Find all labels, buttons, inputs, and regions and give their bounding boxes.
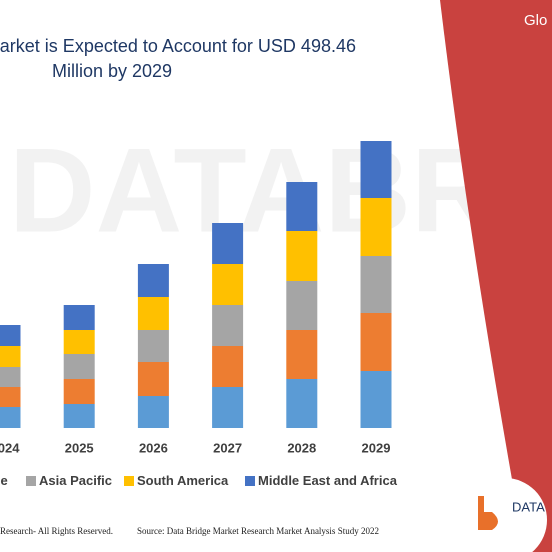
bar-segment xyxy=(0,325,21,346)
bar-segment xyxy=(137,330,169,362)
bar-segment xyxy=(360,313,392,371)
bar-segment xyxy=(212,264,244,305)
side-panel xyxy=(440,0,552,552)
legend-label: Europe xyxy=(0,473,8,488)
bar-segment xyxy=(137,396,169,428)
watermark: DATABRI xyxy=(9,124,531,258)
logo-backdrop xyxy=(463,478,547,552)
bar-segment xyxy=(212,223,244,264)
bar-segment xyxy=(286,231,318,281)
bar-segment xyxy=(360,198,392,256)
bar-segment xyxy=(286,330,318,379)
bar-segment xyxy=(137,264,169,297)
bar-segment xyxy=(0,407,21,428)
logo-text: DATA xyxy=(512,499,545,514)
bar-segment xyxy=(360,141,392,198)
x-tick-label: 2029 xyxy=(362,440,391,455)
x-tick-label: 2025 xyxy=(65,440,94,455)
bar-segment xyxy=(0,367,21,387)
bar-segment xyxy=(212,346,244,387)
bar-segment xyxy=(63,330,95,354)
footer-source: Source: Data Bridge Market Research Mark… xyxy=(137,526,379,536)
bar-segment xyxy=(212,387,244,428)
bar-segment xyxy=(63,305,95,330)
legend-label: Middle East and Africa xyxy=(258,473,398,488)
panel-text: Glo xyxy=(524,12,547,29)
bar-segment xyxy=(360,256,392,313)
bar-segment xyxy=(63,379,95,404)
legend-swatch xyxy=(124,476,134,486)
bar-segment xyxy=(0,387,21,407)
legend-label: South America xyxy=(137,473,229,488)
x-tick-label: 2026 xyxy=(139,440,168,455)
legend-swatch xyxy=(26,476,36,486)
legend-label: Asia Pacific xyxy=(39,473,112,488)
legend-swatch xyxy=(245,476,255,486)
chart-title: Million by 2029 xyxy=(52,61,172,81)
bar-segment xyxy=(212,305,244,346)
bar-segment xyxy=(286,281,318,330)
bar-segment xyxy=(63,404,95,428)
bar-segment xyxy=(286,182,318,231)
chart-title: Market is Expected to Account for USD 49… xyxy=(0,36,356,56)
x-tick-label: 2024 xyxy=(0,440,20,455)
bar-segment xyxy=(137,297,169,330)
bar-segment xyxy=(63,354,95,379)
logo-icon xyxy=(478,496,498,530)
x-tick-label: 2028 xyxy=(287,440,316,455)
bar-segment xyxy=(360,371,392,428)
x-tick-label: 2027 xyxy=(213,440,242,455)
footer-note: Research- All Rights Reserved. xyxy=(0,526,113,536)
bar-segment xyxy=(137,362,169,396)
bar-segment xyxy=(286,379,318,428)
bar-segment xyxy=(0,346,21,367)
